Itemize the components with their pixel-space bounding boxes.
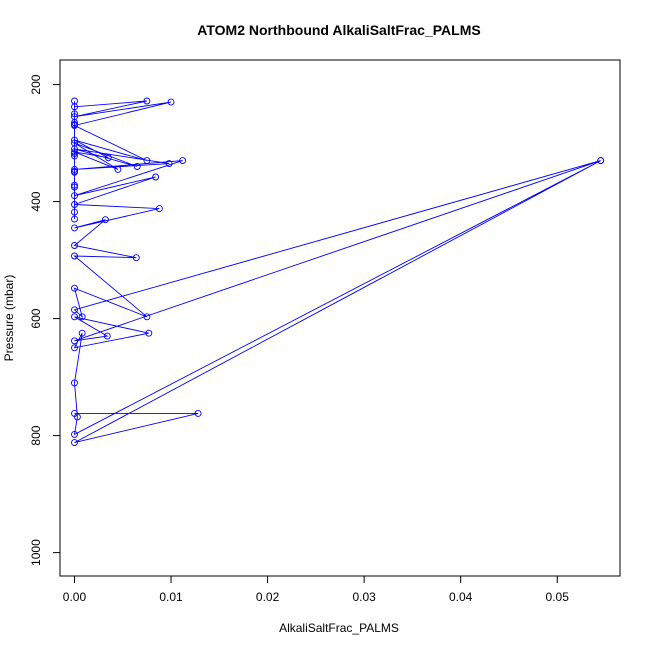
data-point — [71, 242, 78, 249]
data-point — [143, 97, 151, 105]
data-point — [143, 313, 151, 321]
y-tick-label: 600 — [29, 308, 43, 328]
data-point — [71, 379, 78, 387]
x-tick-label: 0.05 — [546, 590, 570, 604]
data-point — [71, 165, 78, 173]
data-point — [194, 409, 202, 417]
chart-title: ATOM2 Northbound AlkaliSaltFrac_PALMS — [197, 22, 480, 38]
data-point — [71, 439, 78, 447]
data-point — [104, 154, 112, 162]
x-axis: 0.00 0.01 0.02 0.03 0.04 0.05 — [63, 575, 570, 604]
y-tick-label: 800 — [29, 425, 43, 445]
data-point — [71, 284, 78, 292]
data-point — [71, 152, 78, 160]
x-tick-label: 0.00 — [63, 590, 87, 604]
data-point — [71, 183, 78, 191]
x-tick-label: 0.01 — [159, 590, 183, 604]
data-point — [78, 329, 86, 337]
data-point — [143, 157, 151, 165]
data-point — [71, 139, 78, 147]
data-point — [71, 192, 78, 200]
data-point — [179, 157, 187, 165]
data-point — [71, 167, 78, 175]
data-point — [71, 208, 78, 216]
y-axis-label: Pressure (mbar) — [2, 275, 16, 362]
data-point — [71, 150, 78, 158]
data-point — [71, 344, 78, 352]
y-tick-label: 1000 — [29, 539, 43, 566]
y-tick-label: 400 — [29, 191, 43, 211]
data-point — [155, 205, 163, 213]
data-point — [71, 119, 78, 127]
data-point — [165, 160, 173, 168]
x-axis-label: AlkaliSaltFrac_PALMS — [279, 621, 399, 635]
x-tick-label: 0.02 — [256, 590, 280, 604]
x-tick-label: 0.03 — [352, 590, 376, 604]
data-point — [71, 215, 78, 223]
data-point — [132, 254, 140, 262]
data-point — [71, 201, 78, 208]
data-point — [73, 413, 81, 421]
data-point — [71, 224, 78, 232]
data-point — [133, 163, 141, 170]
data-point — [71, 120, 78, 128]
data-point — [71, 313, 78, 321]
y-tick-label: 200 — [29, 74, 43, 94]
data-point — [103, 332, 111, 340]
x-tick-label: 0.04 — [449, 590, 473, 604]
data-point — [71, 136, 78, 144]
data-point — [597, 157, 605, 165]
data-point — [114, 165, 122, 173]
data-point — [101, 216, 109, 224]
data-point — [78, 313, 86, 321]
data-point — [71, 430, 78, 438]
data-point — [71, 306, 78, 314]
data-point — [71, 110, 78, 118]
data-point — [167, 98, 175, 106]
data-point — [71, 181, 78, 189]
data-point — [71, 337, 78, 345]
y-axis: 200 400 600 800 1000 — [29, 74, 61, 566]
series-line — [73, 100, 601, 444]
data-point — [71, 97, 78, 105]
data-point — [152, 173, 160, 181]
data-point — [71, 252, 78, 260]
data-point — [145, 329, 153, 337]
plot-area — [71, 97, 605, 447]
